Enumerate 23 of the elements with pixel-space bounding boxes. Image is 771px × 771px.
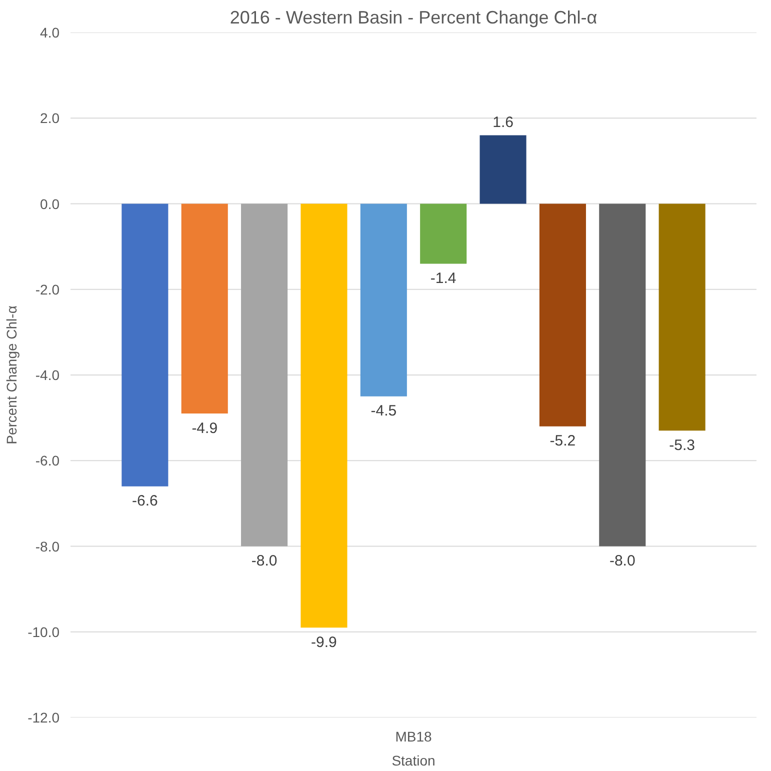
chart-title: 2016 - Western Basin - Percent Change Chl-α [230, 8, 598, 28]
data-label: 1.6 [492, 114, 514, 132]
data-label: -8.0 [251, 552, 278, 570]
y-axis-title: Percent Change Chl-α [4, 306, 20, 444]
x-tick-label: MB18 [395, 728, 432, 744]
y-tick-label: -8.0 [35, 538, 60, 554]
y-tick-label: 0.0 [40, 196, 60, 212]
y-tick-label: -2.0 [35, 281, 60, 298]
data-label: -1.4 [430, 270, 456, 287]
y-tick-label: 4.0 [40, 24, 60, 40]
data-label: -5.3 [669, 436, 696, 454]
data-label: -4.5 [370, 402, 397, 420]
y-tick-label: -4.0 [35, 367, 60, 383]
data-label: -9.9 [311, 634, 337, 651]
data-label: -8.0 [609, 552, 636, 570]
y-tick-label: -10.0 [28, 624, 60, 640]
x-axis-title: Station [392, 752, 436, 768]
y-tick-label: -12.0 [28, 710, 60, 726]
y-tick-label: 2.0 [40, 110, 60, 126]
y-tick-label: -6.0 [35, 452, 60, 469]
data-label: -4.9 [192, 420, 218, 437]
data-label: -5.2 [550, 432, 576, 450]
data-label: -6.6 [132, 492, 158, 510]
